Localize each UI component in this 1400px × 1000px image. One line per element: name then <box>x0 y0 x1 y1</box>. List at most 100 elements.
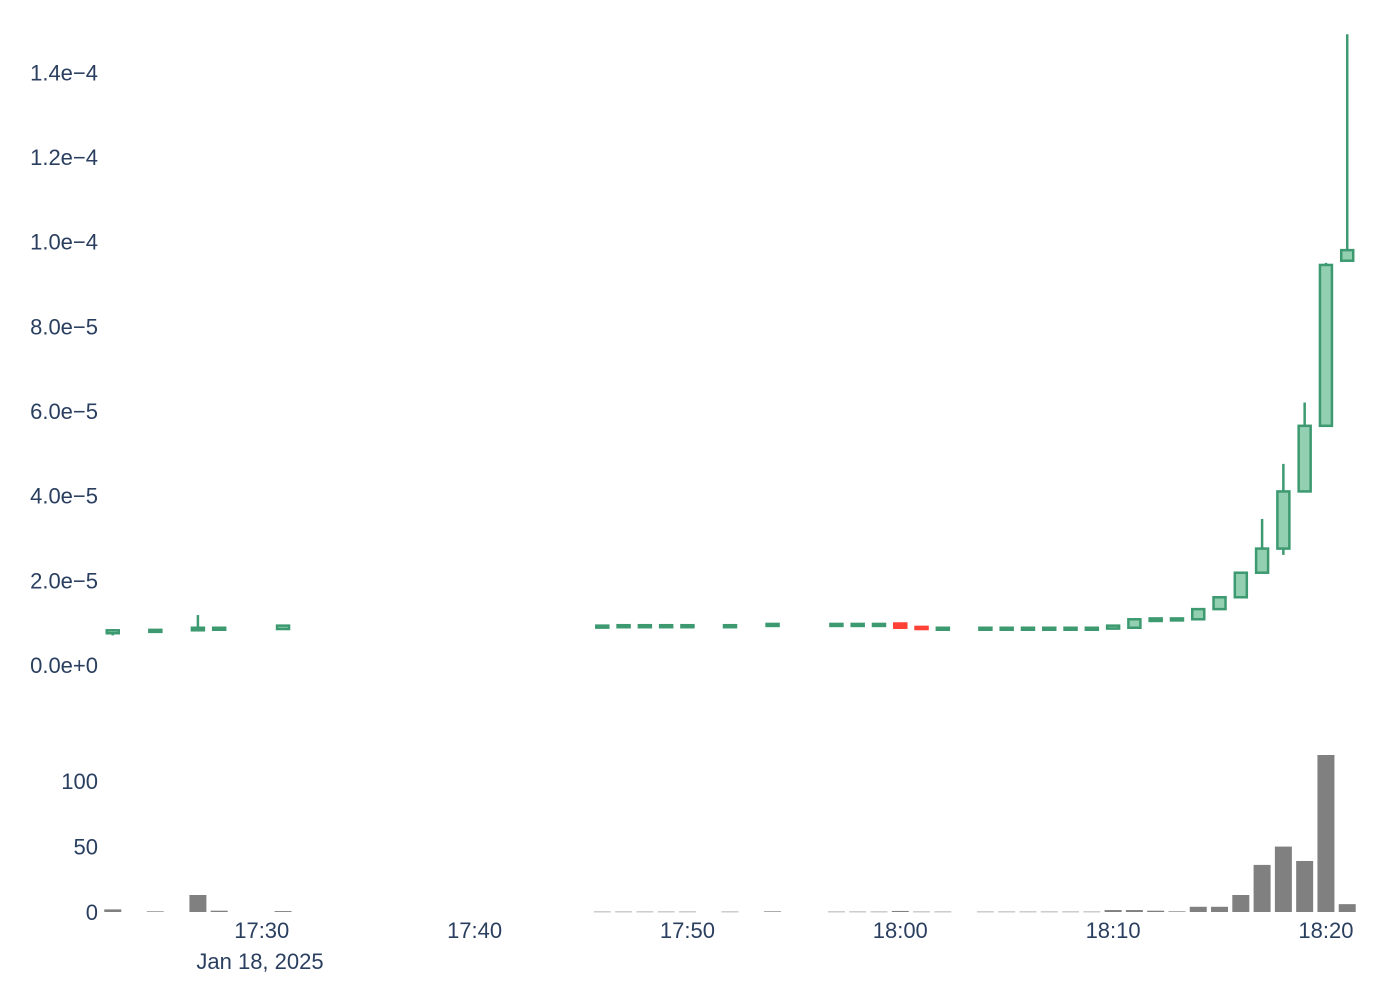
volume-bar <box>1232 894 1250 912</box>
volume-bar <box>189 894 207 912</box>
candle <box>1063 626 1078 631</box>
candle-body <box>1190 607 1206 621</box>
candle-body <box>616 623 631 629</box>
candle <box>105 629 121 636</box>
candle-body <box>1339 248 1355 262</box>
candle-body <box>765 622 780 628</box>
candle <box>1190 607 1206 621</box>
candle-body <box>1020 626 1036 631</box>
candle <box>1042 626 1057 631</box>
candle-body <box>1318 263 1334 428</box>
candle-body <box>105 629 121 635</box>
price-y-tick-label: 1.4e−4 <box>30 60 98 85</box>
volume-bar <box>636 911 654 913</box>
price-panel <box>105 34 1355 636</box>
candle <box>871 622 887 628</box>
candle-body <box>829 622 844 628</box>
candle-body <box>1063 626 1078 631</box>
volume-y-tick-label: 50 <box>74 835 98 860</box>
candle-body <box>1127 618 1142 629</box>
candle-body <box>1105 624 1121 630</box>
candle <box>1105 624 1121 630</box>
volume-bar <box>721 911 739 913</box>
candle-body <box>275 624 291 631</box>
candle-body <box>680 623 695 629</box>
candle <box>1297 402 1312 493</box>
candle-body <box>1233 571 1249 599</box>
candle-body <box>935 626 951 631</box>
candle <box>978 626 993 631</box>
x-tick-label: 18:00 <box>873 918 928 943</box>
candle-body <box>637 623 653 629</box>
volume-bar <box>1253 864 1271 912</box>
price-y-axis: 0.0e+0 2.0e−5 4.0e−5 6.0e−5 8.0e−5 1.0e−4 1.2e… <box>30 60 98 678</box>
candle <box>1233 571 1249 599</box>
price-y-tick-label: 6.0e−5 <box>30 399 98 424</box>
candle <box>1318 262 1334 428</box>
volume-bar <box>827 911 845 913</box>
candle-body <box>850 622 865 628</box>
x-tick-label: 18:10 <box>1086 918 1141 943</box>
volume-bar <box>998 911 1016 913</box>
candle-body <box>1297 424 1312 493</box>
candle-body <box>1169 617 1185 622</box>
volume-bar <box>1168 911 1186 912</box>
volume-bar <box>1317 755 1335 912</box>
volume-bar <box>891 910 909 912</box>
volume-bar <box>1274 846 1292 912</box>
x-tick-label: 17:50 <box>660 918 715 943</box>
candle-body <box>1276 490 1291 550</box>
candle <box>637 623 653 629</box>
volume-bar <box>104 909 122 912</box>
candle <box>1148 617 1163 623</box>
volume-bar <box>870 911 888 913</box>
volume-bar <box>913 911 931 913</box>
candle <box>765 622 780 628</box>
volume-bar <box>1040 911 1058 913</box>
volume-bar <box>678 911 696 913</box>
candle <box>1127 618 1142 629</box>
price-y-tick-label: 1.0e−4 <box>30 230 98 255</box>
candle-body <box>211 626 227 631</box>
candle-body <box>148 628 163 634</box>
candle <box>211 626 227 631</box>
volume-bar <box>1104 910 1122 912</box>
volume-bar <box>976 911 994 913</box>
candle-body <box>1254 547 1270 574</box>
volume-bar <box>146 911 164 912</box>
candle-body <box>978 626 993 631</box>
candle-body <box>871 622 887 628</box>
candle <box>1276 463 1291 555</box>
price-y-tick-label: 8.0e−5 <box>30 314 98 339</box>
candle-body <box>914 625 929 631</box>
volume-bar <box>1083 911 1101 913</box>
candle-body <box>999 626 1014 631</box>
candle-body <box>190 626 206 632</box>
candle <box>829 622 844 628</box>
candle-body <box>1042 626 1057 631</box>
candle <box>850 622 865 628</box>
volume-bar <box>849 911 867 913</box>
x-tick-label: 17:30 <box>234 918 289 943</box>
volume-bar <box>934 911 952 913</box>
volume-bar <box>657 911 675 913</box>
candle <box>935 626 951 631</box>
candle <box>148 628 163 634</box>
x-axis: 17:30 17:40 17:50 18:00 18:10 18:20 <box>234 918 1353 943</box>
volume-bar <box>1062 911 1080 913</box>
volume-bar <box>1019 911 1037 913</box>
candle <box>680 623 695 629</box>
candle-body <box>1148 617 1163 623</box>
volume-y-axis: 0 50 100 <box>61 769 98 925</box>
candle <box>190 615 206 632</box>
candle <box>1339 34 1355 262</box>
volume-panel <box>104 755 1356 913</box>
volume-y-tick-label: 0 <box>86 900 98 925</box>
candle <box>658 623 674 629</box>
volume-bar <box>1211 906 1229 912</box>
candle <box>1254 518 1270 574</box>
candle-body <box>1084 626 1100 631</box>
volume-bar <box>764 911 782 912</box>
